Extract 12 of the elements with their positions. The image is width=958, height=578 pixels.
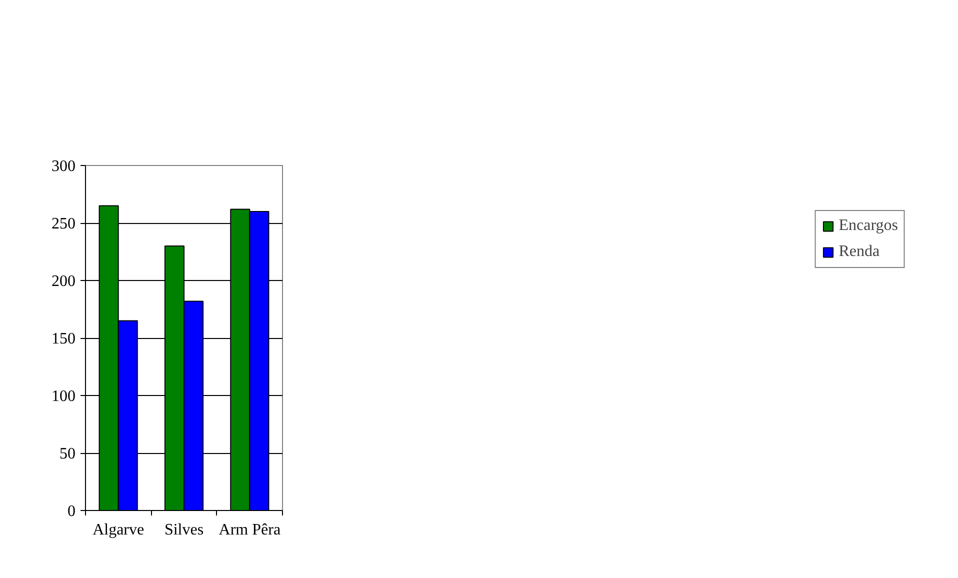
y-tick-label: 300 — [52, 158, 76, 175]
y-tick-label: 50 — [60, 446, 76, 462]
y-tick-label: 250 — [52, 216, 76, 232]
x-tick-label: Arm Pêra — [218, 522, 281, 538]
y-tick-label: 100 — [52, 388, 76, 405]
y-tick-label: 150 — [52, 330, 76, 348]
y-tick-label: 200 — [52, 273, 76, 290]
legend-label: Renda — [838, 243, 880, 261]
x-tick-label: Silves — [164, 522, 204, 538]
x-tick-label: Algarve — [92, 522, 144, 538]
y-tick-label: 0 — [68, 503, 76, 520]
legend-label: Encargos — [838, 217, 898, 235]
